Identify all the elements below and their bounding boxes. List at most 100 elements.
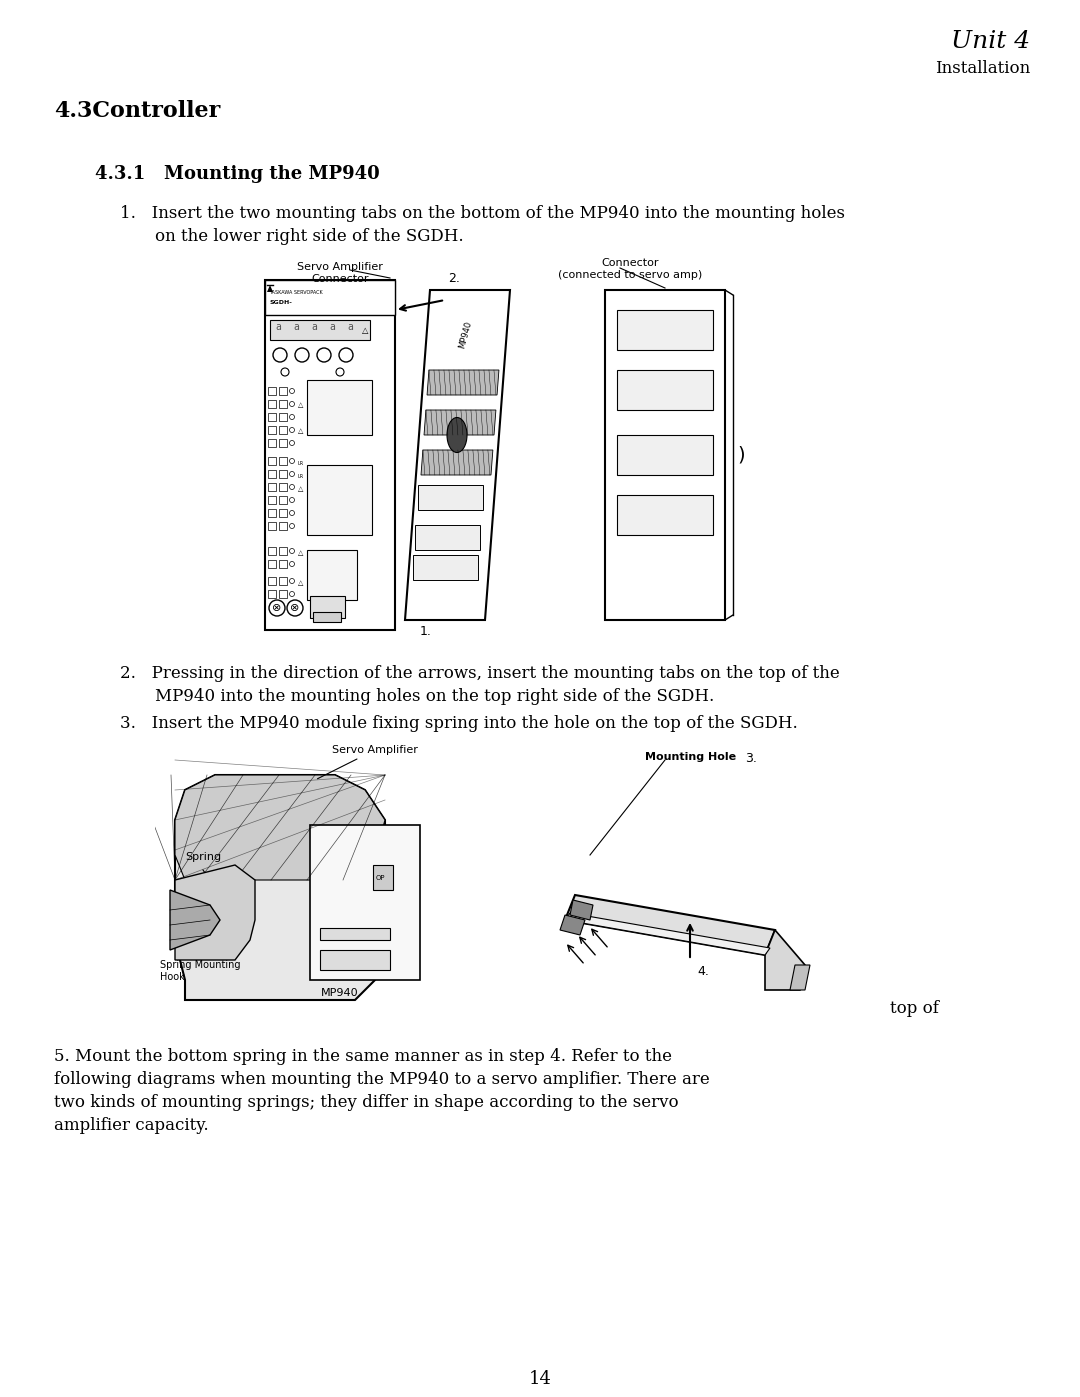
Polygon shape bbox=[424, 409, 496, 434]
Text: Connector
(connected to servo amp): Connector (connected to servo amp) bbox=[558, 258, 702, 281]
Circle shape bbox=[289, 472, 295, 476]
Text: following diagrams when mounting the MP940 to a servo amplifier. There are: following diagrams when mounting the MP9… bbox=[54, 1071, 710, 1088]
Bar bbox=[268, 560, 276, 569]
Bar bbox=[307, 465, 372, 535]
Bar bbox=[268, 577, 276, 585]
Bar bbox=[279, 496, 287, 504]
Bar bbox=[310, 826, 420, 981]
Bar bbox=[268, 439, 276, 447]
Circle shape bbox=[295, 348, 309, 362]
Polygon shape bbox=[175, 865, 255, 960]
Text: two kinds of mounting springs; they differ in shape according to the servo: two kinds of mounting springs; they diff… bbox=[54, 1094, 678, 1111]
Circle shape bbox=[289, 427, 295, 433]
Bar bbox=[307, 380, 372, 434]
Circle shape bbox=[289, 510, 295, 515]
Bar bbox=[617, 370, 713, 409]
Text: ⊗: ⊗ bbox=[291, 604, 299, 613]
Text: Mounting Hole: Mounting Hole bbox=[645, 752, 737, 761]
Text: Servo Amplifier
Connector: Servo Amplifier Connector bbox=[297, 263, 383, 285]
Bar bbox=[268, 590, 276, 598]
Text: △: △ bbox=[298, 402, 303, 408]
Polygon shape bbox=[561, 915, 585, 935]
Text: △: △ bbox=[298, 550, 303, 556]
Polygon shape bbox=[565, 895, 775, 956]
Text: Spring: Spring bbox=[185, 852, 221, 862]
Circle shape bbox=[289, 415, 295, 419]
Polygon shape bbox=[789, 965, 810, 990]
Text: MP940: MP940 bbox=[321, 988, 359, 997]
Text: 1.: 1. bbox=[420, 624, 432, 638]
Text: 2.   Pressing in the direction of the arrows, insert the mounting tabs on the to: 2. Pressing in the direction of the arro… bbox=[120, 665, 840, 682]
Bar bbox=[279, 426, 287, 434]
Text: Spring Mounting
Hook: Spring Mounting Hook bbox=[160, 960, 241, 982]
Ellipse shape bbox=[447, 418, 467, 453]
Bar bbox=[279, 414, 287, 420]
Circle shape bbox=[281, 367, 289, 376]
Text: △: △ bbox=[298, 486, 303, 492]
Polygon shape bbox=[570, 900, 593, 921]
Circle shape bbox=[289, 562, 295, 567]
Circle shape bbox=[289, 591, 295, 597]
Bar bbox=[279, 509, 287, 517]
Bar bbox=[279, 457, 287, 465]
Text: top of: top of bbox=[890, 1000, 939, 1017]
Bar bbox=[279, 548, 287, 555]
Bar bbox=[279, 469, 287, 478]
Text: ⊗: ⊗ bbox=[272, 604, 282, 613]
Text: 4.3.1   Mounting the MP940: 4.3.1 Mounting the MP940 bbox=[95, 165, 380, 183]
Text: Servo Amplifier: Servo Amplifier bbox=[318, 745, 418, 778]
Text: 5. Mount the bottom spring in the same manner as in step 4. Refer to the: 5. Mount the bottom spring in the same m… bbox=[54, 1048, 672, 1065]
Text: △: △ bbox=[298, 580, 303, 585]
Bar bbox=[313, 612, 341, 622]
Bar bbox=[307, 550, 357, 599]
Circle shape bbox=[339, 348, 353, 362]
Bar bbox=[268, 483, 276, 490]
Text: MP940 into the mounting holes on the top right side of the SGDH.: MP940 into the mounting holes on the top… bbox=[156, 687, 714, 705]
Polygon shape bbox=[405, 291, 510, 620]
Circle shape bbox=[273, 348, 287, 362]
Bar bbox=[617, 495, 713, 535]
Polygon shape bbox=[427, 370, 499, 395]
Text: MP940: MP940 bbox=[457, 320, 473, 349]
Bar bbox=[320, 950, 390, 970]
Text: a: a bbox=[329, 321, 335, 332]
Circle shape bbox=[289, 524, 295, 528]
Text: 1.   Insert the two mounting tabs on the bottom of the MP940 into the mounting h: 1. Insert the two mounting tabs on the b… bbox=[120, 205, 845, 222]
Bar bbox=[373, 865, 393, 890]
Text: OP: OP bbox=[375, 875, 384, 882]
Bar bbox=[268, 387, 276, 395]
Polygon shape bbox=[170, 890, 220, 950]
Text: on the lower right side of the SGDH.: on the lower right side of the SGDH. bbox=[156, 228, 463, 244]
Circle shape bbox=[289, 440, 295, 446]
Bar bbox=[279, 387, 287, 395]
Bar bbox=[265, 279, 395, 630]
Bar bbox=[416, 525, 481, 550]
Bar bbox=[279, 439, 287, 447]
Bar bbox=[268, 548, 276, 555]
Bar bbox=[268, 509, 276, 517]
Bar bbox=[268, 496, 276, 504]
Text: LR: LR bbox=[298, 461, 305, 467]
Bar bbox=[279, 483, 287, 490]
Polygon shape bbox=[175, 775, 384, 1000]
Text: 4.3Controller: 4.3Controller bbox=[54, 101, 220, 122]
Bar bbox=[310, 597, 345, 617]
Text: a: a bbox=[275, 321, 281, 332]
Text: 3.: 3. bbox=[745, 752, 757, 766]
Bar bbox=[268, 400, 276, 408]
Bar bbox=[268, 457, 276, 465]
Text: amplifier capacity.: amplifier capacity. bbox=[54, 1118, 208, 1134]
Text: 14: 14 bbox=[528, 1370, 552, 1389]
Text: YASKAWA SERVOPACK: YASKAWA SERVOPACK bbox=[269, 291, 323, 295]
Polygon shape bbox=[267, 285, 273, 292]
Text: △: △ bbox=[298, 427, 303, 434]
Polygon shape bbox=[765, 930, 805, 990]
Bar bbox=[265, 279, 395, 314]
Circle shape bbox=[289, 485, 295, 489]
Circle shape bbox=[269, 599, 285, 616]
Bar bbox=[279, 560, 287, 569]
Text: 3.   Insert the MP940 module fixing spring into the hole on the top of the SGDH.: 3. Insert the MP940 module fixing spring… bbox=[120, 715, 798, 732]
Circle shape bbox=[289, 458, 295, 464]
Text: ): ) bbox=[737, 446, 744, 464]
Text: a: a bbox=[293, 321, 299, 332]
